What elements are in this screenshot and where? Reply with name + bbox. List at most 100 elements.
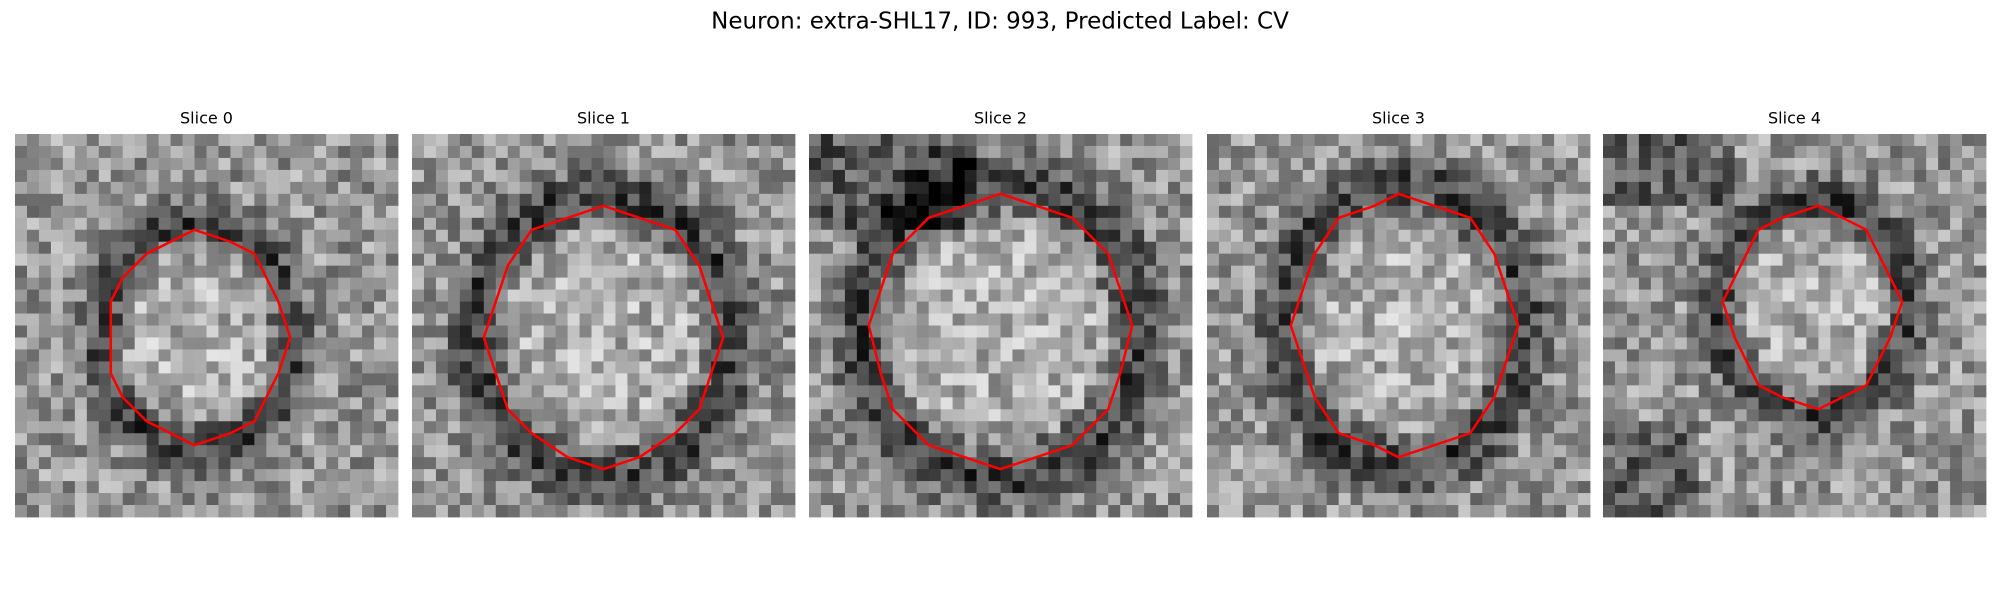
pixel: [952, 349, 965, 362]
pixel: [471, 145, 485, 159]
pixel: [1854, 134, 1867, 147]
pixel: [230, 301, 243, 314]
pixel: [675, 361, 688, 374]
pixel: [651, 277, 664, 290]
pixel: [639, 361, 652, 374]
pixel: [1482, 433, 1495, 446]
pixel: [1180, 397, 1193, 410]
pixel: [1398, 373, 1411, 386]
pixel: [1782, 157, 1795, 171]
pixel: [567, 397, 580, 410]
pixel: [1758, 373, 1771, 386]
pixel: [1096, 193, 1109, 207]
pixel: [747, 134, 760, 147]
pixel: [26, 313, 40, 326]
pixel: [1096, 277, 1109, 290]
pixel: [1794, 349, 1807, 362]
pixel: [1494, 481, 1507, 494]
pixel: [615, 169, 628, 183]
pixel: [98, 169, 112, 183]
pixel: [1302, 421, 1316, 434]
pixel: [459, 445, 473, 458]
pixel: [1554, 409, 1567, 422]
pixel: [1362, 181, 1375, 195]
pixel: [1842, 217, 1855, 231]
pixel: [350, 325, 363, 338]
pixel: [182, 145, 195, 159]
pixel: [1374, 457, 1387, 470]
pixel: [723, 373, 736, 386]
pixel: [278, 134, 291, 147]
pixel: [386, 457, 399, 470]
pixel: [1758, 157, 1771, 171]
pixel: [386, 205, 399, 219]
pixel: [1614, 157, 1628, 171]
pixel: [1207, 505, 1220, 518]
pixel: [1710, 337, 1724, 350]
pixel: [1144, 157, 1157, 171]
pixel: [1722, 421, 1736, 434]
pixel: [158, 349, 171, 362]
pixel: [687, 349, 700, 362]
pixel: [1207, 301, 1220, 314]
pixel: [1108, 229, 1121, 243]
pixel: [26, 253, 40, 267]
pixel: [483, 397, 497, 410]
pixel: [687, 337, 700, 350]
pixel: [1084, 409, 1097, 422]
pixel: [699, 469, 712, 482]
pixel: [50, 505, 64, 518]
pixel: [1156, 397, 1169, 410]
pixel: [519, 349, 533, 362]
pixel: [759, 361, 772, 374]
pixel: [916, 205, 930, 219]
pixel: [1758, 145, 1771, 159]
pixel: [1434, 493, 1447, 506]
pixel: [374, 205, 387, 219]
pixel: [447, 169, 461, 183]
pixel: [567, 325, 580, 338]
pixel: [1108, 145, 1121, 159]
pixel: [952, 277, 965, 290]
pixel: [26, 361, 40, 374]
pixel: [314, 481, 327, 494]
pixel: [338, 277, 351, 290]
pixel: [1578, 241, 1591, 255]
pixel: [1542, 445, 1555, 458]
pixel: [1338, 253, 1352, 267]
pixel: [856, 493, 870, 506]
pixel: [1830, 229, 1843, 243]
pixel: [1746, 409, 1759, 422]
pixel: [1012, 505, 1025, 518]
pixel: [1302, 145, 1316, 159]
pixel: [615, 193, 628, 207]
pixel: [266, 349, 279, 362]
pixel: [880, 469, 894, 482]
pixel: [146, 493, 160, 506]
pixel: [423, 361, 437, 374]
pixel: [1242, 277, 1256, 290]
pixel: [723, 349, 736, 362]
pixel: [242, 457, 255, 470]
pixel: [1000, 301, 1013, 314]
pixel: [1614, 169, 1628, 183]
pixel: [1698, 265, 1712, 279]
pixel: [242, 289, 255, 302]
pixel: [62, 241, 76, 255]
pixel: [1734, 373, 1748, 386]
pixel: [290, 229, 303, 243]
pixel: [146, 349, 160, 362]
pixel: [747, 373, 760, 386]
pixel: [1036, 433, 1049, 446]
pixel: [1254, 277, 1268, 290]
pixel: [699, 205, 712, 219]
pixel: [242, 253, 255, 267]
pixel: [26, 193, 40, 207]
pixel: [483, 145, 497, 159]
pixel: [1758, 193, 1771, 207]
pixel: [435, 457, 449, 470]
pixel: [1554, 445, 1567, 458]
pixel: [856, 265, 870, 279]
pixel: [1494, 169, 1507, 183]
pixel: [844, 337, 858, 350]
